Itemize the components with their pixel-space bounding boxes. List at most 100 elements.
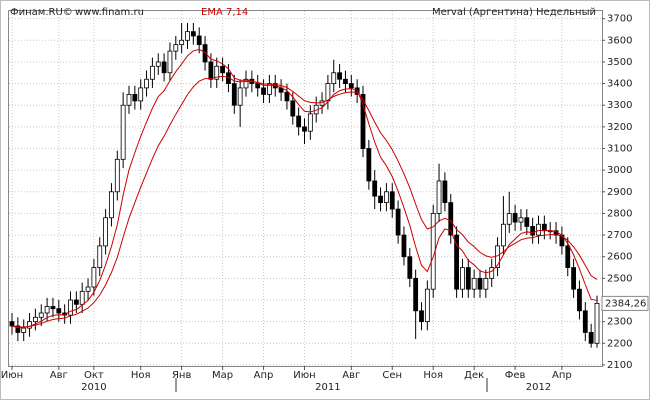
candle-body [44,306,50,314]
y-tick-label: 2100 [607,360,632,371]
candle-body [56,308,62,314]
y-tick-label: 3700 [607,14,632,25]
candle-body [389,191,395,210]
x-tick-label: Апр [552,370,572,381]
candle-body [196,35,202,46]
candle-body [424,288,430,323]
y-tick-label: 3000 [607,165,632,176]
candle-body [448,202,454,236]
plot-area [8,10,603,367]
candle-body [360,94,366,149]
y-tick-label: 2500 [607,273,632,284]
x-tick-label: Мар [212,370,233,381]
candle-body [33,316,38,323]
y-tick-label: 3300 [607,100,632,111]
candle-body [255,83,261,89]
candle-body [471,277,477,290]
candle-body [395,208,401,236]
candle-body [489,267,495,279]
x-tick-label: Янв [172,370,191,381]
y-tick-label: 2700 [607,230,632,241]
candle-body [465,267,471,290]
x-tick-label: Июн [293,370,315,381]
candle-body [155,61,161,67]
candle-body [442,180,448,204]
candle-body [21,327,27,333]
y-tick-label: 2600 [607,252,632,263]
x-tick-label: Июн [1,370,23,381]
candle-body [85,286,91,292]
last-price-label: 2384,26 [605,298,646,309]
candle-body [284,91,290,102]
candle-body [530,226,536,236]
candle-body [518,217,524,223]
candle-body [524,217,530,227]
candle-body [231,83,237,106]
candle-body [27,321,32,329]
candle-body [202,44,208,63]
x-tick-label: Сен [382,370,402,381]
candle-body [348,83,354,89]
y-tick-label: 3400 [607,79,632,90]
y-tick-label: 3200 [607,122,632,133]
candle-body [144,78,149,89]
candle-body [149,65,155,80]
x-tick-label: Ноя [423,370,443,381]
x-tick-label: Ноя [131,370,151,381]
candle-body [483,277,489,290]
candle-body [114,158,120,193]
candle-body [512,213,518,223]
year-label: 2010 [81,382,106,393]
candle-body [407,256,413,279]
candle-body [337,72,343,80]
candle-body [109,191,114,219]
candle-body [541,223,547,232]
x-tick-label: Апр [254,370,274,381]
candle-body [9,321,15,327]
y-tick-label: 2300 [607,317,632,328]
y-tick-label: 3500 [607,57,632,68]
x-tick-label: Окт [84,370,104,381]
candle-body [477,277,483,290]
y-tick-label: 2200 [607,338,632,349]
candle-body [220,65,226,74]
candle-body [401,234,407,258]
candle-body [594,303,600,344]
indicator: EMA 7,14 [201,7,248,18]
candle-body [588,332,594,344]
chart-title: Merval (Аргентина) Недельный [432,7,596,18]
candle-body [372,180,378,197]
candle-body [190,31,196,37]
candle-body [214,65,220,80]
candle-body [208,61,214,80]
ema-line [11,48,598,329]
candle-body [419,310,424,323]
candle-body [120,104,126,160]
candle-body [138,87,144,102]
candle-body [302,126,307,132]
candle-body [536,223,541,236]
candle-body [50,306,56,310]
year-label: 2011 [315,382,340,393]
candle-body [38,312,44,318]
candle-body [296,115,302,128]
candle-body [261,87,266,95]
y-tick-label: 3100 [607,144,632,155]
candle-body [413,277,419,312]
last-price-box [601,295,649,311]
y-tick-label: 2900 [607,187,632,198]
candle-body [132,94,138,102]
candle-body [243,78,249,89]
candle-body [173,44,179,52]
candle-body [126,94,132,106]
candle-body [167,50,173,74]
candle-body [331,72,337,84]
source: Финам.RU© [10,7,73,18]
y-tick-label: 3600 [607,35,632,46]
candle-body [343,78,348,84]
candle-body [179,39,185,46]
candle-body [582,310,588,333]
x-tick-label: Авг [50,370,68,381]
year-label: 2012 [526,382,551,393]
